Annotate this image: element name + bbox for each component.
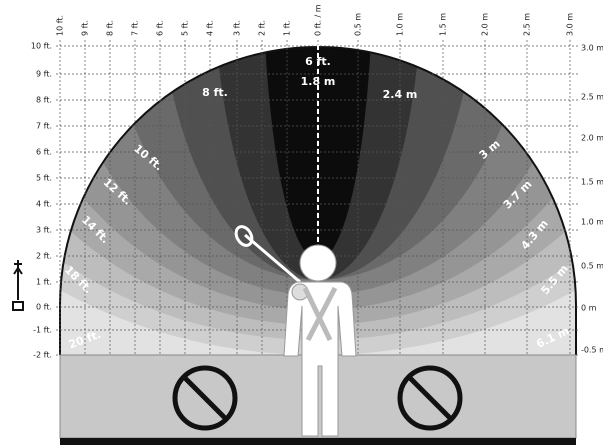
right-axis-label: 0.5 m <box>581 262 603 271</box>
zone-label: 8 ft. <box>202 86 228 99</box>
right-axis-label: 0 m <box>581 304 597 313</box>
worker <box>234 225 357 437</box>
left-axis-label: 2 ft. <box>36 252 52 261</box>
top-axis-label: 1.5 m <box>439 13 448 36</box>
right-axis-label: 3.0 m <box>581 44 603 53</box>
top-axis-label: 8 ft. <box>106 20 115 36</box>
left-axis-label: -2 ft. <box>33 351 52 360</box>
top-axis-label: 6 ft. <box>156 20 165 36</box>
right-axis-label: 2.0 m <box>581 134 603 143</box>
prohibited-icons <box>172 365 463 431</box>
top-axis-label: 3.0 m <box>566 13 575 36</box>
right-axis-label: -0.5 m <box>581 346 603 355</box>
zone-label: 1.8 m <box>301 75 336 88</box>
top-axis-label: 0 ft. / m <box>314 4 323 36</box>
zone-label: 2.4 m <box>383 88 418 101</box>
left-axis-label: 10 ft. <box>31 42 52 51</box>
top-axis-label: 1.0 m <box>396 13 405 36</box>
top-axis-label: 1 ft. <box>283 20 292 36</box>
left-axis-label: -1 ft. <box>33 326 52 335</box>
right-axis-label: 2.5 m <box>581 93 603 102</box>
left-axis-label: 8 ft. <box>36 96 52 105</box>
top-axis-label: 10 ft. <box>56 15 65 36</box>
top-axis-label: 9 ft. <box>81 20 90 36</box>
right-axis-label: 1.0 m <box>581 218 603 227</box>
top-axis-label: 2 ft. <box>258 20 267 36</box>
top-axis-label: 7 ft. <box>131 20 140 36</box>
top-axis-label: 4 ft. <box>206 20 215 36</box>
left-axis-label: 6 ft. <box>36 148 52 157</box>
top-axis-label: 0.5 m <box>354 13 363 36</box>
top-axis-label: 3 ft. <box>233 20 242 36</box>
left-axis-label: 4 ft. <box>36 200 52 209</box>
left-axis-label: 0 ft. <box>36 303 52 312</box>
top-axis-label: 2.5 m <box>523 13 532 36</box>
left-axis-label: 3 ft. <box>36 226 52 235</box>
top-axis-label: 5 ft. <box>181 20 190 36</box>
left-axis-label: 7 ft. <box>36 122 52 131</box>
zone-label: 6 ft. <box>305 55 331 68</box>
left-axis-label: 5 ft. <box>36 174 52 183</box>
right-axis-label: 1.5 m <box>581 178 603 187</box>
top-axis-label: 2.0 m <box>481 13 490 36</box>
left-axis-label: 9 ft. <box>36 70 52 79</box>
left-axis-label: 1 ft. <box>36 278 52 287</box>
floor <box>60 438 576 445</box>
anchor-icon <box>12 260 24 311</box>
